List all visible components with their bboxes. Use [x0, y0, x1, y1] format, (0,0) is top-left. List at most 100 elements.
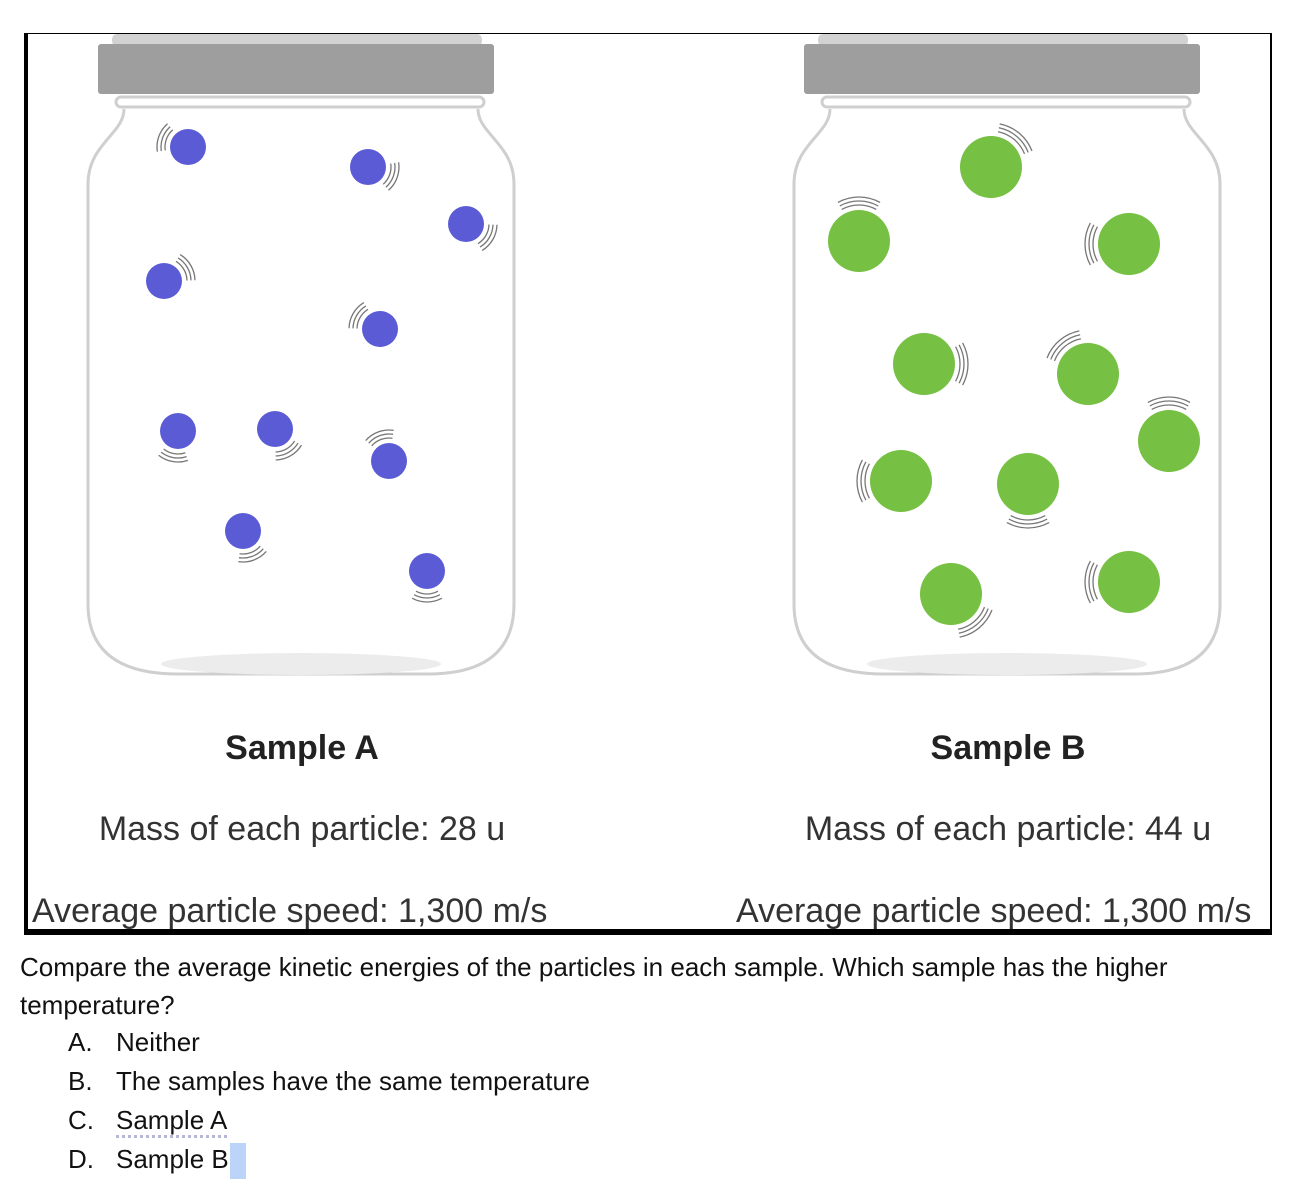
jars-illustration	[86, 34, 1222, 676]
motion-lines	[275, 444, 303, 461]
motion-lines	[275, 440, 296, 453]
motion-lines	[1084, 560, 1091, 604]
motion-lines	[163, 448, 186, 455]
option-letter: C.	[68, 1105, 94, 1135]
motion-lines	[1088, 224, 1095, 264]
motion-lines	[959, 609, 993, 638]
motion-lines	[385, 162, 396, 188]
motion-lines	[365, 429, 394, 441]
motion-lines	[1010, 515, 1046, 521]
motion-lines	[179, 253, 196, 281]
jar-lid-top	[818, 34, 1188, 46]
particle	[1098, 551, 1160, 613]
option-b[interactable]: B. The samples have the same temperature	[68, 1062, 590, 1101]
motion-lines	[958, 344, 965, 384]
motion-lines	[1092, 226, 1098, 262]
sample-b-mass: Mass of each particle: 44 u	[804, 810, 1212, 848]
motion-lines	[841, 204, 877, 210]
jar-lid	[98, 44, 494, 94]
jar-sample-a	[86, 34, 516, 676]
option-c[interactable]: C. Sample A	[68, 1101, 590, 1140]
motion-lines	[864, 463, 870, 499]
option-label: Neither	[116, 1027, 200, 1057]
motion-lines	[860, 461, 867, 501]
motion-lines	[356, 308, 369, 329]
motion-lines	[1053, 338, 1082, 362]
motion-lines	[275, 442, 299, 457]
motion-lines	[477, 224, 490, 245]
motion-lines	[997, 131, 1026, 155]
particle	[225, 513, 261, 549]
motion-lines	[1092, 564, 1098, 600]
option-d[interactable]: D. Sample B	[68, 1140, 590, 1180]
motion-lines	[839, 200, 879, 207]
motion-lines	[1084, 222, 1091, 266]
motion-lines	[1050, 334, 1081, 360]
particle	[870, 450, 932, 512]
particle	[170, 129, 206, 165]
sample-b-speed: Average particle speed: 1,300 m/s	[736, 892, 1252, 930]
particle	[997, 453, 1059, 515]
text-cursor-highlight	[229, 1143, 246, 1180]
motion-lines	[1008, 518, 1048, 525]
motion-lines	[177, 257, 192, 281]
particle	[371, 443, 407, 479]
motion-lines	[1147, 396, 1191, 403]
motion-lines	[856, 459, 863, 503]
particle	[448, 206, 484, 242]
particle	[257, 411, 293, 447]
motion-lines	[388, 162, 400, 191]
motion-lines	[955, 346, 961, 382]
jar-rim	[114, 95, 486, 109]
option-label: The samples have the same temperature	[116, 1066, 591, 1096]
motion-lines	[481, 224, 498, 252]
option-letter: D.	[68, 1144, 94, 1174]
motion-lines	[962, 342, 969, 386]
motion-lines	[999, 123, 1033, 152]
motion-lines	[164, 129, 174, 151]
motion-lines	[1088, 562, 1095, 602]
sample-a-speed: Average particle speed: 1,300 m/s	[32, 892, 548, 930]
jar-base-shadow	[867, 653, 1147, 675]
jar-base-shadow	[161, 653, 441, 675]
jar-sample-b	[792, 34, 1222, 676]
motion-lines	[156, 123, 168, 152]
particle	[893, 333, 955, 395]
motion-lines	[160, 126, 171, 152]
motion-lines	[1151, 404, 1187, 410]
particle	[1057, 343, 1119, 405]
motion-lines	[998, 127, 1029, 153]
sample-b-title: Sample B	[930, 729, 1086, 767]
jar-body	[86, 108, 516, 676]
motion-lines	[368, 433, 394, 444]
particle	[1138, 410, 1200, 472]
motion-lines	[411, 597, 443, 603]
motion-lines	[1149, 400, 1189, 407]
particle	[920, 563, 982, 625]
particle	[1098, 213, 1160, 275]
particle-jars-figure: Sample A Sample B Mass of each particle:…	[24, 33, 1272, 935]
option-label: Sample B	[116, 1144, 229, 1174]
jar-rim	[820, 95, 1192, 109]
motion-lines	[348, 301, 365, 329]
particle	[362, 311, 398, 347]
motion-lines	[238, 548, 264, 559]
option-label: Sample A	[116, 1105, 228, 1138]
particle	[350, 149, 386, 185]
motion-lines	[479, 224, 494, 248]
motion-lines	[160, 451, 187, 459]
option-letter: A.	[68, 1027, 93, 1057]
motion-lines	[352, 305, 367, 329]
motion-lines	[371, 437, 393, 447]
motion-lines	[239, 545, 261, 555]
jar-lid-top	[112, 34, 482, 46]
sample-a-title: Sample A	[225, 729, 379, 767]
motion-lines	[837, 196, 881, 203]
option-a[interactable]: A. Neither	[68, 1023, 590, 1062]
motion-lines	[382, 163, 392, 185]
particle	[409, 553, 445, 589]
motion-lines	[158, 454, 189, 463]
motion-lines	[1046, 330, 1080, 359]
answer-options: A. Neither B. The samples have the same te…	[68, 1023, 590, 1180]
motion-lines	[958, 608, 989, 634]
